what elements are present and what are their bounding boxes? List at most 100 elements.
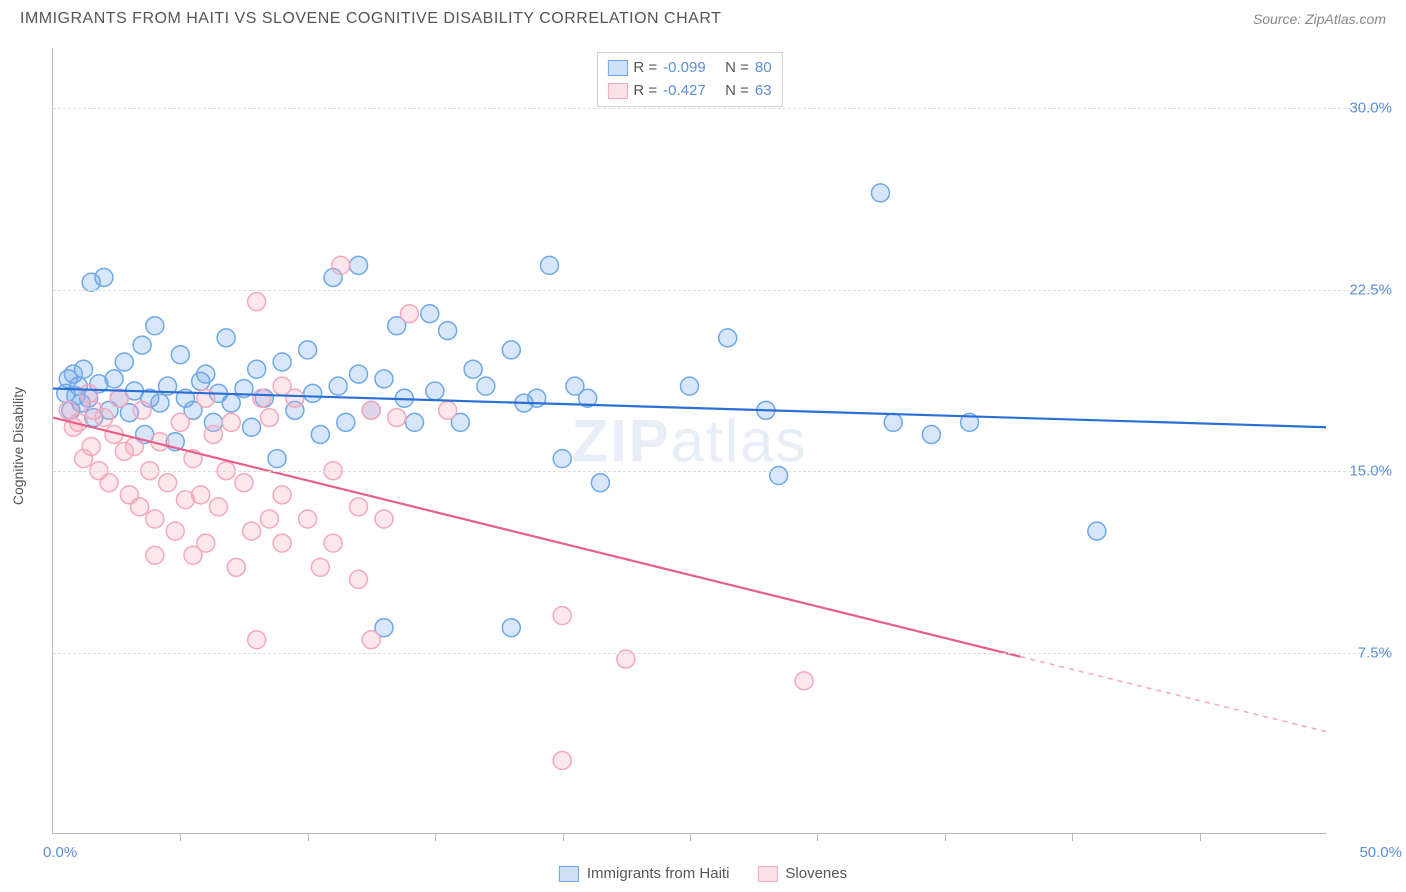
data-point bbox=[146, 546, 164, 564]
gridline bbox=[53, 653, 1386, 654]
data-point bbox=[350, 256, 368, 274]
data-point bbox=[192, 486, 210, 504]
data-point bbox=[311, 425, 329, 443]
data-point bbox=[110, 389, 128, 407]
data-point bbox=[209, 498, 227, 516]
series-legend: Immigrants from Haiti Slovenes bbox=[559, 865, 847, 882]
r-label: R = bbox=[633, 80, 657, 103]
data-point bbox=[100, 474, 118, 492]
legend-swatch bbox=[757, 866, 777, 882]
data-point bbox=[439, 401, 457, 419]
data-point bbox=[553, 752, 571, 770]
data-point bbox=[795, 672, 813, 690]
data-point bbox=[311, 558, 329, 576]
data-point bbox=[197, 534, 215, 552]
data-point bbox=[540, 256, 558, 274]
n-label: N = bbox=[725, 80, 749, 103]
data-point bbox=[553, 607, 571, 625]
legend-item: Immigrants from Haiti bbox=[559, 865, 730, 882]
data-point bbox=[146, 317, 164, 335]
data-point bbox=[204, 425, 222, 443]
data-point bbox=[75, 360, 93, 378]
x-tick bbox=[817, 833, 818, 841]
source-attribution: Source: ZipAtlas.com bbox=[1253, 11, 1386, 27]
x-tick bbox=[1072, 833, 1073, 841]
legend-swatch bbox=[559, 866, 579, 882]
data-point bbox=[105, 370, 123, 388]
data-point bbox=[719, 329, 737, 347]
data-point bbox=[388, 409, 406, 427]
data-point bbox=[260, 409, 278, 427]
legend-item: Slovenes bbox=[757, 865, 847, 882]
chart-title: IMMIGRANTS FROM HAITI VS SLOVENE COGNITI… bbox=[20, 10, 721, 28]
data-point bbox=[151, 394, 169, 412]
data-point bbox=[299, 341, 317, 359]
data-point bbox=[253, 389, 271, 407]
data-point bbox=[362, 401, 380, 419]
y-tick-label: 30.0% bbox=[1349, 100, 1392, 117]
legend-label: Immigrants from Haiti bbox=[587, 865, 730, 882]
data-point bbox=[350, 570, 368, 588]
data-point bbox=[350, 498, 368, 516]
data-point bbox=[260, 510, 278, 528]
r-value: -0.427 bbox=[663, 80, 719, 103]
data-point bbox=[871, 184, 889, 202]
x-tick bbox=[180, 833, 181, 841]
data-point bbox=[350, 365, 368, 383]
stats-row: R = -0.427 N = 63 bbox=[607, 80, 771, 103]
y-tick-label: 22.5% bbox=[1349, 281, 1392, 298]
data-point bbox=[273, 486, 291, 504]
stats-legend-box: R = -0.099 N = 80R = -0.427 N = 63 bbox=[596, 52, 782, 107]
gridline bbox=[53, 471, 1386, 472]
y-tick-label: 15.0% bbox=[1349, 463, 1392, 480]
x-axis-max-label: 50.0% bbox=[1359, 844, 1402, 861]
data-point bbox=[146, 510, 164, 528]
data-point bbox=[248, 360, 266, 378]
data-point bbox=[171, 346, 189, 364]
data-point bbox=[286, 389, 304, 407]
data-point bbox=[82, 438, 100, 456]
data-point bbox=[337, 413, 355, 431]
gridline bbox=[53, 290, 1386, 291]
r-value: -0.099 bbox=[663, 57, 719, 80]
data-point bbox=[222, 394, 240, 412]
x-tick bbox=[690, 833, 691, 841]
header: IMMIGRANTS FROM HAITI VS SLOVENE COGNITI… bbox=[0, 0, 1406, 34]
chart-container: IMMIGRANTS FROM HAITI VS SLOVENE COGNITI… bbox=[0, 0, 1406, 892]
data-point bbox=[217, 329, 235, 347]
data-point bbox=[273, 534, 291, 552]
gridline bbox=[53, 108, 1386, 109]
data-point bbox=[406, 413, 424, 431]
stats-row: R =-0.099N =80 bbox=[607, 57, 771, 80]
data-point bbox=[166, 522, 184, 540]
data-point bbox=[197, 365, 215, 383]
data-point bbox=[243, 418, 261, 436]
n-value: 63 bbox=[755, 80, 772, 103]
data-point bbox=[95, 409, 113, 427]
data-point bbox=[553, 450, 571, 468]
data-point bbox=[235, 474, 253, 492]
data-point bbox=[268, 450, 286, 468]
data-point bbox=[375, 510, 393, 528]
x-axis-min-label: 0.0% bbox=[43, 844, 77, 861]
data-point bbox=[332, 256, 350, 274]
data-point bbox=[95, 268, 113, 286]
data-point bbox=[426, 382, 444, 400]
scatter-plot-svg bbox=[53, 48, 1326, 833]
data-point bbox=[243, 522, 261, 540]
data-point bbox=[1088, 522, 1106, 540]
n-label: N = bbox=[725, 57, 749, 80]
data-point bbox=[133, 336, 151, 354]
x-tick bbox=[308, 833, 309, 841]
data-point bbox=[421, 305, 439, 323]
data-point bbox=[133, 401, 151, 419]
n-value: 80 bbox=[755, 57, 772, 80]
data-point bbox=[248, 631, 266, 649]
y-axis-title: Cognitive Disability bbox=[10, 387, 26, 505]
data-point bbox=[502, 619, 520, 637]
data-point bbox=[329, 377, 347, 395]
data-point bbox=[681, 377, 699, 395]
data-point bbox=[464, 360, 482, 378]
data-point bbox=[248, 293, 266, 311]
data-point bbox=[477, 377, 495, 395]
